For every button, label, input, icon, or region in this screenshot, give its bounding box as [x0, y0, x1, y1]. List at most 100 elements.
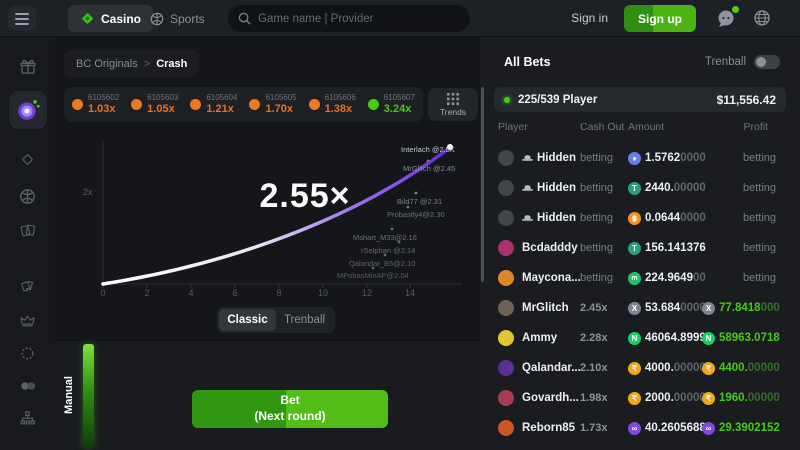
history-chip[interactable]: 6105604 1.21x [190, 93, 238, 115]
player-name: Qalandar... [522, 362, 580, 374]
cashout-value: 1.73x [580, 422, 608, 434]
coin-icon: X [702, 301, 715, 315]
avatar [498, 180, 514, 196]
bet-amount: m 224.9649 00 [628, 271, 706, 285]
table-row[interactable]: Reborn85 1.73x ∞ 40.2605688 ∞ 29.3902152 [498, 413, 790, 443]
table-row[interactable]: Govardh... 1.98x ₹2000. 00000 ₹1960. 00000 [498, 383, 790, 413]
round-multiplier: 1.70x [265, 102, 293, 115]
avatar [498, 300, 514, 316]
trenball-toggle[interactable] [754, 55, 780, 69]
table-row[interactable]: Ammy 2.28x N 46064.8999 N 58963.0718 [498, 323, 790, 353]
basketball-icon [150, 12, 164, 26]
avatar [498, 390, 514, 406]
round-id: 6105607 [383, 93, 415, 103]
bet-amount: ∞ 40.2605688 [628, 421, 706, 435]
round-dot [190, 98, 202, 110]
sidebar-item-friends[interactable] [16, 374, 40, 398]
round-id: 6105604 [206, 93, 238, 103]
round-multiplier: 1.38x [324, 102, 353, 115]
cashout-annotation: Interlach @2.5K [401, 145, 455, 154]
tab-casino[interactable]: Casino [68, 5, 154, 32]
coin-icon: ₹ [702, 361, 715, 375]
sidebar-item-cards[interactable] [16, 218, 40, 242]
sidebar-item-bonus[interactable] [16, 55, 40, 79]
player-name: Hidden [537, 152, 576, 164]
player-name: Maycona... [522, 272, 580, 284]
round-multiplier: 3.24x [383, 102, 412, 115]
bet-amount: ฿ 0.0644 0000 [628, 211, 706, 225]
language-globe-icon[interactable] [753, 9, 772, 28]
col-cashout: Cash Out [580, 121, 625, 133]
sidebar-item-stats[interactable] [16, 405, 40, 429]
table-row[interactable]: Hidden betting T 2440. 00000 betting [498, 173, 790, 203]
x-tick: 14 [404, 288, 416, 298]
hamburger-menu-button[interactable] [8, 6, 36, 31]
sidebar-item-vip[interactable] [16, 308, 40, 332]
sign-in-link[interactable]: Sign in [571, 11, 608, 25]
sidebar-item-casino[interactable] [16, 147, 40, 171]
bet-button-line2: (Next round) [254, 409, 326, 423]
sidebar-item-sports[interactable] [16, 184, 40, 208]
avatar [498, 210, 514, 226]
sign-up-button[interactable]: Sign up [624, 5, 696, 32]
trenball-toggle-group[interactable]: Trenball [705, 55, 780, 69]
search-bar [228, 5, 470, 32]
sidebar-item-lottery[interactable] [16, 273, 40, 297]
live-dot [504, 96, 510, 103]
col-player: Player [498, 121, 528, 133]
coin-icon: T [628, 181, 641, 195]
x-tick: 6 [232, 288, 238, 298]
history-chip[interactable]: 6105607 3.24x [367, 93, 415, 115]
coin-icon: ∞ [628, 421, 641, 435]
trenball-toggle-label: Trenball [704, 56, 746, 68]
round-id: 6105603 [147, 93, 179, 103]
search-icon [238, 12, 251, 25]
bet-panel: Manual Bet (Next round) [55, 340, 480, 450]
tab-manual[interactable]: Manual [63, 376, 75, 414]
scrollbar[interactable] [481, 87, 484, 282]
coin-icon: N [702, 331, 715, 345]
tab-trenball[interactable]: Trenball [283, 314, 326, 326]
x-tick: 8 [276, 288, 282, 298]
bet-button[interactable]: Bet (Next round) [192, 390, 388, 428]
bet-amount: T 2440. 00000 [628, 181, 706, 195]
history-chip[interactable]: 6105602 1.03x [72, 93, 119, 115]
profit-value: betting [742, 272, 776, 284]
sidebar-item-bc-originals[interactable] [8, 91, 47, 129]
trends-button[interactable]: Trends [428, 88, 478, 121]
toggle-knob [756, 57, 766, 67]
coin-icon: ♦ [628, 151, 641, 165]
breadcrumb-parent[interactable]: BC Originals [76, 57, 138, 70]
profit-value: N 58963.0718 [702, 331, 790, 345]
history-chip[interactable]: 6105603 1.05x [131, 93, 179, 115]
sidebar-item-spin[interactable] [16, 341, 40, 365]
profit-value: ₹1960. 00000 [702, 391, 790, 405]
tab-sports[interactable]: Sports [138, 5, 217, 32]
game-area: BC Originals > Crash 6105602 1.03x 610560… [55, 37, 480, 450]
table-row[interactable]: Hidden betting ฿ 0.0644 0000 betting [498, 203, 790, 233]
player-count: 225/539 Player [518, 93, 598, 106]
table-row[interactable]: Qalandar... 2.10x ₹4000. 00000 ₹4400. 0000… [498, 353, 790, 383]
history-chip[interactable]: 6105605 1.70x [249, 93, 297, 115]
player-name: MrGlitch [522, 302, 569, 314]
table-row[interactable]: Bcdadddy betting T 156.141376 betting [498, 233, 790, 263]
cashout-value: 2.28x [580, 332, 608, 344]
search-input[interactable] [258, 12, 448, 25]
tab-classic[interactable]: Classic [219, 309, 276, 331]
avatar [498, 240, 514, 256]
profit-value: betting [742, 182, 776, 194]
coin-icon: N [628, 331, 641, 345]
cashout-value: 2.10x [580, 362, 608, 374]
table-row[interactable]: MrGlitch 2.45x X 53.684 0000 X 77.8418 000 [498, 293, 790, 323]
mode-tabs: Classic Trenball [217, 307, 335, 333]
table-row[interactable]: Hidden betting ♦ 1.5762 0000 betting [498, 143, 790, 173]
cashout-value: betting [580, 152, 614, 164]
manual-tab-indicator [83, 344, 94, 448]
profit-value: betting [742, 212, 776, 224]
avatar [498, 270, 514, 286]
history-chip[interactable]: 6105606 1.38x [308, 93, 356, 115]
cashout-value: 2.45x [580, 302, 608, 314]
table-row[interactable]: Maycona... betting m 224.9649 00 betting [498, 263, 790, 293]
chat-icon[interactable] [716, 9, 736, 28]
